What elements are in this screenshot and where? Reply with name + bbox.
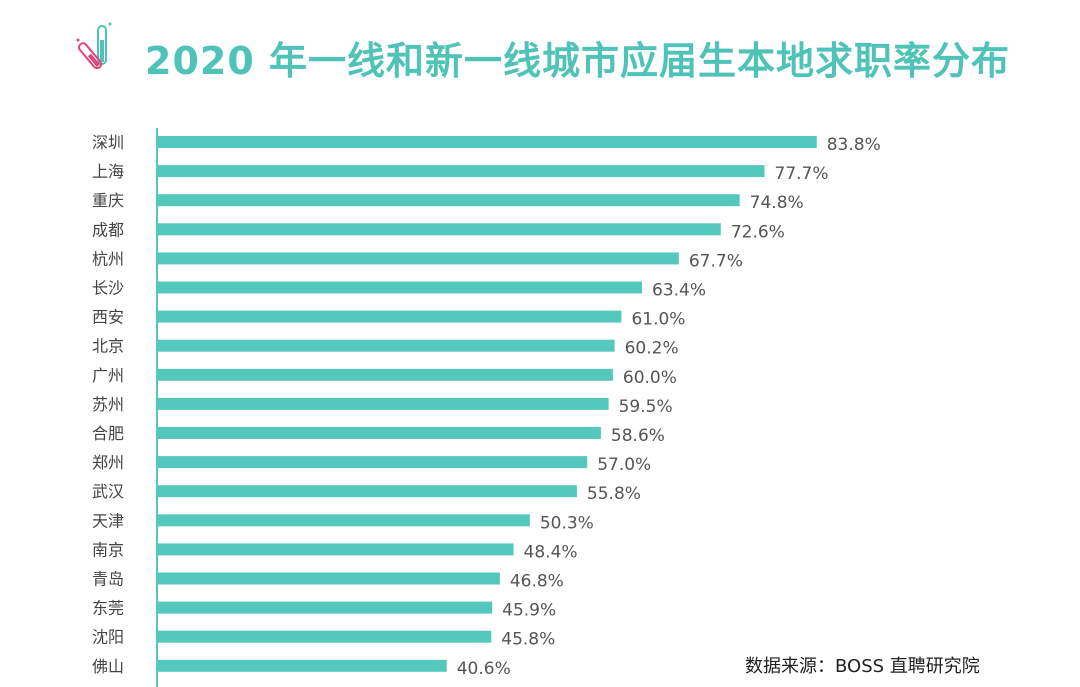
category-label: 郑州 [92,453,124,472]
bar [157,456,588,469]
bar [157,543,514,556]
value-label: 60.2% [625,339,679,359]
value-label: 40.6% [457,659,511,679]
value-label: 74.8% [750,193,804,213]
bar [157,397,609,410]
category-label: 深圳 [92,133,124,152]
category-label: 长沙 [92,279,124,298]
value-label: 58.6% [611,426,665,446]
category-label: 天津 [92,511,124,530]
value-label: 55.8% [587,484,641,504]
value-label: 63.4% [652,281,706,301]
bar [157,281,643,294]
value-label: 45.9% [502,601,556,621]
bar [157,136,817,148]
category-label: 青岛 [92,570,124,589]
bar [157,427,601,439]
value-label: 50.3% [540,513,594,533]
value-label: 61.0% [631,310,685,330]
bar [157,601,493,614]
category-label: 成都 [92,220,124,239]
category-label: 苏州 [92,395,124,414]
bar [157,252,679,265]
value-label: 57.0% [597,455,651,475]
value-label: 60.0% [623,368,677,388]
category-label: 西安 [92,308,124,327]
bar [157,514,530,527]
category-label: 武汉 [92,482,124,501]
bar [157,339,615,352]
value-label: 72.6% [731,222,785,242]
category-label: 上海 [92,162,124,181]
category-label: 杭州 [92,249,124,268]
category-label: 南京 [92,540,124,559]
test-tube-icon [76,22,112,70]
value-label: 67.7% [689,251,743,271]
bar [157,630,492,643]
category-label: 东莞 [92,599,124,618]
bar [157,368,613,381]
category-label: 沈阳 [92,628,124,647]
value-label: 46.8% [510,572,564,592]
bar [157,310,622,323]
value-label: 59.5% [619,397,673,417]
bar [157,572,500,585]
value-label: 77.7% [775,164,829,184]
chart-title: 2020 年一线和新一线城市应届生本地求职率分布 [145,39,1010,83]
value-label: 83.8% [827,135,881,155]
category-label: 合肥 [92,424,124,443]
value-label: 45.8% [501,630,555,650]
bar [157,223,721,236]
value-label: 48.4% [524,542,578,562]
data-source: 数据来源：BOSS 直聘研究院 [745,656,980,677]
bar [157,659,447,672]
category-label: 广州 [92,366,124,385]
category-label: 佛山 [92,657,124,676]
category-label: 重庆 [92,191,124,210]
category-label: 北京 [92,337,124,356]
bar [157,165,765,178]
bar [157,194,740,207]
bar [157,485,577,498]
